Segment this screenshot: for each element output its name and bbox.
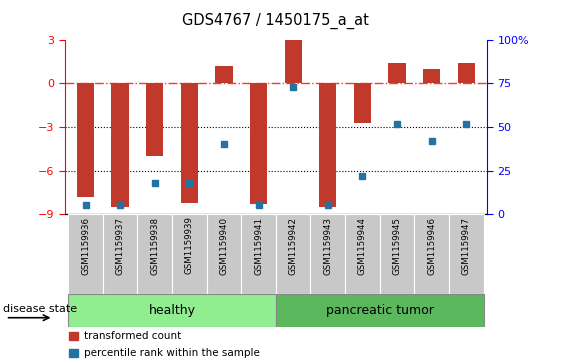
- FancyBboxPatch shape: [345, 214, 379, 294]
- FancyBboxPatch shape: [172, 214, 207, 294]
- Text: pancreatic tumor: pancreatic tumor: [326, 304, 434, 317]
- FancyBboxPatch shape: [310, 214, 345, 294]
- FancyBboxPatch shape: [68, 294, 276, 327]
- FancyBboxPatch shape: [207, 214, 242, 294]
- FancyBboxPatch shape: [103, 214, 137, 294]
- FancyBboxPatch shape: [276, 214, 310, 294]
- Bar: [69, 332, 78, 340]
- Bar: [69, 349, 78, 357]
- Text: percentile rank within the sample: percentile rank within the sample: [84, 348, 260, 358]
- FancyBboxPatch shape: [379, 214, 414, 294]
- Text: GSM1159937: GSM1159937: [115, 217, 124, 274]
- Bar: [423, 69, 440, 83]
- FancyBboxPatch shape: [449, 214, 484, 294]
- Bar: [181, 83, 198, 203]
- Text: GSM1159943: GSM1159943: [323, 217, 332, 274]
- Bar: [215, 66, 233, 83]
- Text: healthy: healthy: [149, 304, 195, 317]
- Bar: [250, 83, 267, 204]
- Text: GSM1159947: GSM1159947: [462, 217, 471, 274]
- Bar: [111, 83, 129, 207]
- Text: GSM1159938: GSM1159938: [150, 217, 159, 274]
- Bar: [388, 63, 406, 83]
- Bar: [146, 83, 163, 156]
- Text: disease state: disease state: [3, 304, 77, 314]
- Bar: [458, 63, 475, 83]
- Text: GSM1159939: GSM1159939: [185, 217, 194, 274]
- Text: GSM1159936: GSM1159936: [81, 217, 90, 274]
- Text: GSM1159945: GSM1159945: [392, 217, 401, 274]
- Bar: [77, 83, 94, 197]
- Text: GSM1159940: GSM1159940: [220, 217, 229, 274]
- Text: GSM1159941: GSM1159941: [254, 217, 263, 274]
- FancyBboxPatch shape: [276, 294, 484, 327]
- Text: GSM1159946: GSM1159946: [427, 217, 436, 274]
- Text: GSM1159942: GSM1159942: [289, 217, 298, 274]
- Bar: [354, 83, 371, 123]
- FancyBboxPatch shape: [414, 214, 449, 294]
- FancyBboxPatch shape: [242, 214, 276, 294]
- FancyBboxPatch shape: [137, 214, 172, 294]
- Bar: [319, 83, 337, 207]
- Bar: [284, 40, 302, 83]
- FancyBboxPatch shape: [68, 214, 103, 294]
- Text: GSM1159944: GSM1159944: [358, 217, 367, 274]
- Text: GDS4767 / 1450175_a_at: GDS4767 / 1450175_a_at: [182, 13, 369, 29]
- Text: transformed count: transformed count: [84, 331, 181, 341]
